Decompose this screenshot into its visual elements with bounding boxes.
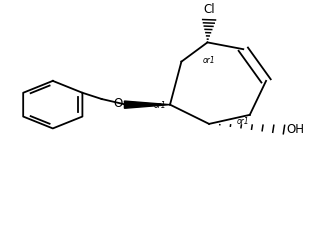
Text: O: O [113,97,123,110]
Text: or1: or1 [154,101,167,110]
Text: Cl: Cl [203,3,215,16]
Text: OH: OH [286,123,304,136]
Text: or1: or1 [237,117,250,126]
Polygon shape [125,101,170,108]
Text: or1: or1 [202,56,215,65]
